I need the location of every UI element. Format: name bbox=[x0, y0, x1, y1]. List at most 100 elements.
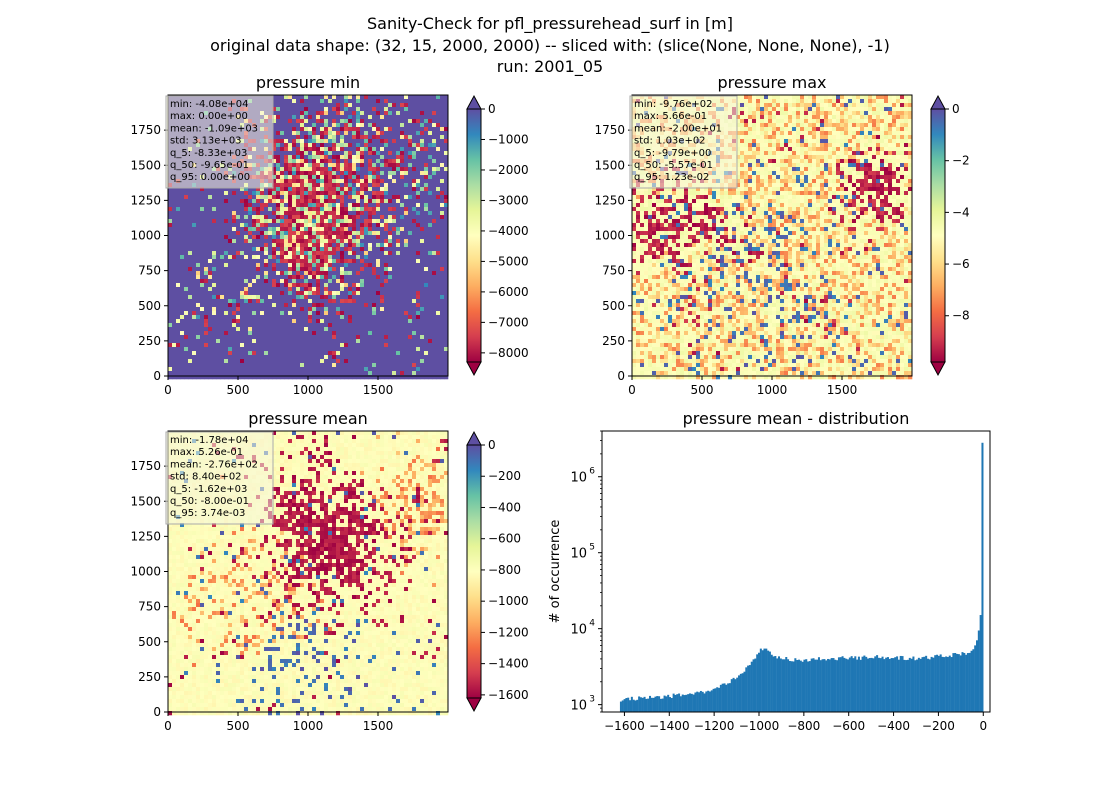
heatmap-cell bbox=[168, 219, 173, 224]
heatmap-cell bbox=[316, 227, 321, 232]
heatmap-cell bbox=[284, 119, 289, 124]
heatmap-cell bbox=[444, 247, 449, 252]
heatmap-cell bbox=[392, 339, 397, 344]
heatmap-cell bbox=[216, 367, 221, 372]
heatmap-cell bbox=[284, 171, 289, 176]
heatmap-cell bbox=[388, 175, 393, 180]
heatmap-cell bbox=[380, 251, 385, 256]
heatmap-cell bbox=[352, 107, 357, 112]
heatmap-cell bbox=[204, 215, 209, 220]
heatmap-cell bbox=[388, 179, 393, 184]
heatmap-cell bbox=[168, 323, 173, 328]
heatmap-cell bbox=[184, 311, 189, 316]
heatmap-cell bbox=[176, 331, 181, 336]
heatmap-cell bbox=[344, 375, 349, 380]
heatmap-cell bbox=[380, 267, 385, 272]
heatmap-cell bbox=[444, 335, 449, 340]
heatmap-cell bbox=[428, 255, 433, 260]
heatmap-cell bbox=[320, 171, 325, 176]
heatmap-cell bbox=[304, 135, 309, 140]
heatmap-cell bbox=[308, 323, 313, 328]
heatmap-cell bbox=[440, 343, 445, 348]
heatmap-cell bbox=[444, 299, 449, 304]
heatmap-cell bbox=[384, 359, 389, 364]
heatmap-cell bbox=[364, 95, 369, 100]
heatmap-cell bbox=[196, 259, 201, 264]
heatmap-cell bbox=[412, 203, 417, 208]
heatmap-cell bbox=[232, 235, 237, 240]
heatmap-cell bbox=[308, 99, 313, 104]
heatmap-cell bbox=[376, 295, 381, 300]
heatmap-cell bbox=[236, 195, 241, 200]
heatmap-cell bbox=[344, 347, 349, 352]
heatmap-cell bbox=[172, 295, 177, 300]
heatmap-cell bbox=[252, 271, 257, 276]
heatmap-cell bbox=[268, 347, 273, 352]
heatmap-cell bbox=[400, 271, 405, 276]
heatmap-cell bbox=[348, 239, 353, 244]
heatmap-cell bbox=[360, 371, 365, 376]
heatmap-cell bbox=[228, 199, 233, 204]
heatmap-cell bbox=[432, 347, 437, 352]
heatmap-cell bbox=[428, 139, 433, 144]
heatmap-cell bbox=[404, 151, 409, 156]
heatmap-cell bbox=[332, 139, 337, 144]
heatmap-cell bbox=[388, 111, 393, 116]
heatmap-cell bbox=[288, 99, 293, 104]
heatmap-cell bbox=[212, 303, 217, 308]
heatmap-cell bbox=[216, 239, 221, 244]
heatmap-cell bbox=[444, 331, 449, 336]
heatmap-cell bbox=[252, 299, 257, 304]
heatmap-cell bbox=[344, 191, 349, 196]
heatmap-cell bbox=[364, 163, 369, 168]
heatmap-cell bbox=[168, 267, 173, 272]
heatmap-cell bbox=[276, 251, 281, 256]
heatmap-cell bbox=[284, 323, 289, 328]
heatmap-cell bbox=[256, 327, 261, 332]
heatmap-cell bbox=[316, 203, 321, 208]
heatmap-cell bbox=[364, 191, 369, 196]
heatmap-cell bbox=[396, 183, 401, 188]
heatmap-cell bbox=[300, 147, 305, 152]
heatmap-cell bbox=[408, 295, 413, 300]
heatmap-cell bbox=[332, 299, 337, 304]
heatmap-cell bbox=[304, 159, 309, 164]
heatmap-cell bbox=[224, 231, 229, 236]
heatmap-cell bbox=[444, 359, 449, 364]
heatmap-cell bbox=[444, 187, 449, 192]
heatmap-cell bbox=[284, 111, 289, 116]
heatmap-cell bbox=[312, 171, 317, 176]
heatmap-cell bbox=[196, 219, 201, 224]
heatmap-cell bbox=[388, 299, 393, 304]
heatmap-cell bbox=[212, 227, 217, 232]
heatmap-cell bbox=[384, 171, 389, 176]
heatmap-cell bbox=[316, 143, 321, 148]
heatmap-cell bbox=[276, 163, 281, 168]
heatmap-cell bbox=[376, 267, 381, 272]
heatmap-cell bbox=[392, 355, 397, 360]
heatmap-cell bbox=[204, 219, 209, 224]
heatmap-cell bbox=[312, 219, 317, 224]
heatmap-cell bbox=[216, 219, 221, 224]
heatmap-cell bbox=[316, 343, 321, 348]
heatmap-cell bbox=[416, 115, 421, 120]
heatmap-cell bbox=[364, 235, 369, 240]
heatmap-cell bbox=[440, 215, 445, 220]
heatmap-cell bbox=[364, 131, 369, 136]
heatmap-cell bbox=[176, 343, 181, 348]
heatmap-cell bbox=[372, 215, 377, 220]
heatmap-cell bbox=[184, 339, 189, 344]
heatmap-cell bbox=[336, 99, 341, 104]
heatmap-cell bbox=[420, 291, 425, 296]
heatmap-cell bbox=[200, 239, 205, 244]
heatmap-cell bbox=[360, 199, 365, 204]
heatmap-cell bbox=[308, 331, 313, 336]
heatmap-cell bbox=[212, 343, 217, 348]
heatmap-cell bbox=[312, 235, 317, 240]
heatmap-cell bbox=[316, 95, 321, 100]
heatmap-cell bbox=[336, 247, 341, 252]
heatmap-cell bbox=[428, 367, 433, 372]
heatmap-cell bbox=[376, 303, 381, 308]
heatmap-cell bbox=[176, 195, 181, 200]
heatmap-cell bbox=[224, 311, 229, 316]
